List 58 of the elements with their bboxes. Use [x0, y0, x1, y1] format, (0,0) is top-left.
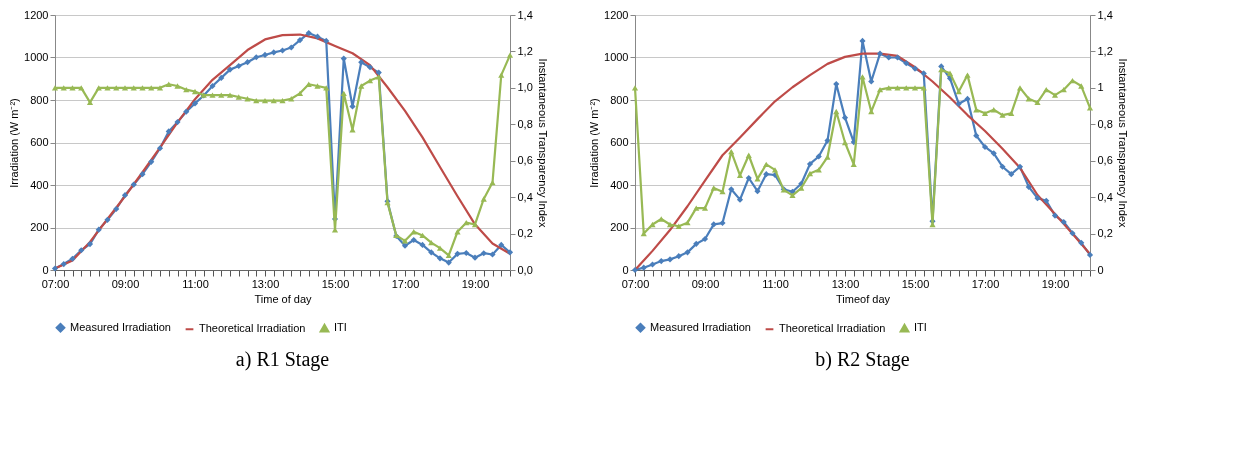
y-tick-label: 1200: [24, 8, 49, 21]
y-tick-label: 200: [610, 221, 629, 233]
legend-label: Measured Irradiation: [70, 320, 171, 333]
y2-tick-label: 1: [1097, 81, 1104, 94]
x-tick-label: 11:00: [182, 277, 209, 290]
y2-tick-label: 1,0: [517, 81, 533, 94]
legend-label: ITI: [334, 321, 347, 334]
x-tick-label: 19:00: [461, 277, 490, 290]
x-tick-label: 07:00: [621, 277, 650, 290]
x-tick-label: 09:00: [111, 277, 140, 290]
y-tick-label: 1200: [604, 8, 629, 21]
y2-axis-title: Instantaneous Transparency Index: [536, 58, 549, 228]
x-tick-label: 09:00: [691, 277, 720, 290]
y-tick-label: 400: [30, 178, 49, 191]
y-tick-label: 800: [30, 93, 49, 106]
text: a) R1 Stage: [235, 348, 330, 371]
x-tick-label: 19:00: [1041, 277, 1070, 290]
y2-tick-label: 0: [1097, 263, 1104, 276]
y-tick-label: 600: [610, 136, 629, 148]
x-tick-label: 13:00: [251, 277, 280, 290]
x-tick-label: 17:00: [391, 277, 420, 290]
y-tick-label: 400: [610, 178, 629, 191]
y-axis-title: Irradiation (W m⁻²): [588, 98, 601, 188]
y2-tick-label: 0,6: [517, 154, 533, 167]
y2-tick-label: 0,0: [517, 263, 533, 276]
legend-label: ITI: [914, 321, 927, 334]
y2-tick-label: 0,8: [1097, 117, 1113, 130]
y2-tick-label: 1,4: [517, 8, 533, 21]
y2-tick-label: 0,6: [1097, 154, 1113, 167]
legend-label: Theoretical Irradiation: [779, 322, 886, 335]
x-axis-title: Timeof day: [835, 292, 891, 305]
y-tick-label: 800: [610, 93, 629, 106]
y2-tick-label: 0,2: [517, 227, 533, 240]
y-tick-label: 1000: [604, 51, 629, 63]
x-tick-label: 13:00: [831, 277, 860, 290]
y-tick-label: 1000: [24, 51, 49, 63]
legend-label: Theoretical Irradiation: [199, 322, 306, 335]
y2-tick-label: 0,4: [517, 190, 533, 203]
y2-tick-label: 1,2: [1097, 44, 1113, 57]
y2-tick-label: 0,4: [1097, 190, 1113, 203]
x-tick-label: 15:00: [321, 277, 350, 290]
y-tick-label: 600: [30, 136, 49, 148]
y2-tick-label: 0,8: [517, 117, 533, 130]
y2-tick-label: 1,2: [517, 44, 533, 57]
text: b) R2 Stage: [815, 348, 910, 371]
y2-axis-title: Instantaneous Transparency Index: [1116, 58, 1129, 228]
y2-tick-label: 1,4: [1097, 8, 1113, 21]
x-tick-label: 15:00: [901, 277, 930, 290]
y-tick-label: 0: [42, 263, 49, 276]
x-tick-label: 17:00: [971, 277, 1000, 290]
legend-label: Measured Irradiation: [650, 320, 751, 333]
y-tick-label: 0: [622, 263, 629, 276]
x-tick-label: 11:00: [762, 277, 789, 290]
y2-tick-label: 0,2: [1097, 227, 1113, 240]
y-tick-label: 200: [30, 221, 49, 233]
y-axis-title: Irradiation (W m⁻²): [8, 98, 21, 188]
x-axis-title: Time of day: [254, 292, 313, 305]
x-tick-label: 07:00: [41, 277, 70, 290]
